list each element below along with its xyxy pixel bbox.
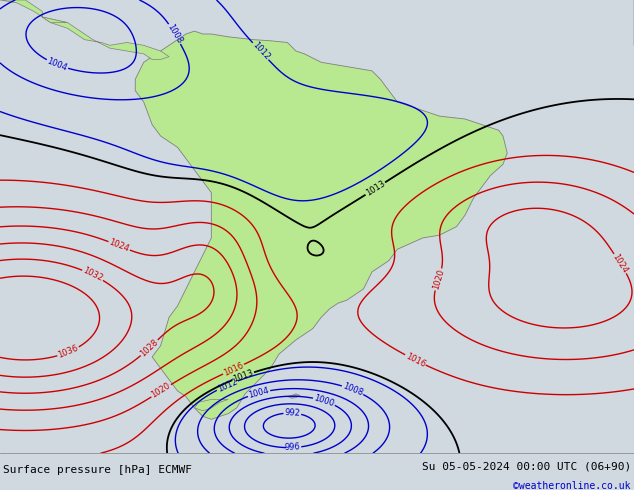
Text: 996: 996 <box>284 442 301 452</box>
Text: 1032: 1032 <box>81 266 104 284</box>
Text: 1008: 1008 <box>341 382 364 398</box>
Polygon shape <box>0 0 68 23</box>
Polygon shape <box>135 31 507 419</box>
Polygon shape <box>195 399 228 411</box>
Polygon shape <box>287 394 300 398</box>
Text: 1020: 1020 <box>150 381 172 400</box>
Text: 1000: 1000 <box>313 393 335 409</box>
Text: 1016: 1016 <box>404 351 427 369</box>
Text: 1020: 1020 <box>431 268 446 291</box>
Polygon shape <box>42 17 169 59</box>
Text: 1013: 1013 <box>364 179 387 198</box>
Text: 1028: 1028 <box>139 338 160 358</box>
Text: 992: 992 <box>284 408 301 418</box>
Text: 1013: 1013 <box>231 368 255 384</box>
Text: 1012: 1012 <box>250 41 271 62</box>
Text: Surface pressure [hPa] ECMWF: Surface pressure [hPa] ECMWF <box>3 465 192 475</box>
Text: 1004: 1004 <box>248 386 270 400</box>
Text: 1008: 1008 <box>165 23 184 45</box>
Text: 1004: 1004 <box>46 56 68 73</box>
Text: 1036: 1036 <box>57 344 80 360</box>
Text: ©weatheronline.co.uk: ©weatheronline.co.uk <box>514 481 631 490</box>
Text: 1024: 1024 <box>611 252 630 275</box>
Text: Su 05-05-2024 00:00 UTC (06+90): Su 05-05-2024 00:00 UTC (06+90) <box>422 461 631 471</box>
Text: 1012: 1012 <box>216 377 238 393</box>
Text: 1016: 1016 <box>222 361 245 378</box>
Text: 1024: 1024 <box>108 238 131 254</box>
